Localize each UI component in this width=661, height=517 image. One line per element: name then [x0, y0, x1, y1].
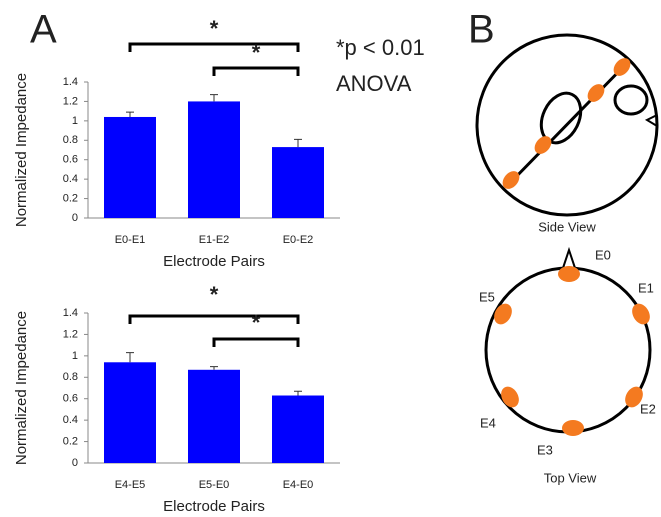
- error-bar: [126, 111, 134, 117]
- y-tick-label: 0: [72, 457, 78, 469]
- significance-star: *: [252, 40, 261, 65]
- electrode-label: E3: [537, 442, 553, 457]
- bar: [272, 395, 324, 463]
- y-tick-label: 0.2: [63, 435, 78, 447]
- bar: [104, 362, 156, 463]
- bar: [272, 147, 324, 218]
- caption: Top View: [544, 470, 597, 485]
- y-tick-label: 0: [72, 212, 78, 224]
- x-axis-label: Electrode Pairs: [163, 253, 265, 270]
- panel-label: B: [468, 8, 495, 52]
- y-axis-label: Normalized Impedance: [13, 311, 30, 465]
- y-tick-label: 0.4: [63, 414, 78, 426]
- x-tick-label: E1-E2: [199, 234, 230, 246]
- side-view: [475, 33, 659, 217]
- x-tick-label: E4-E0: [283, 479, 314, 491]
- significance-star: *: [210, 16, 219, 41]
- note: ANOVA: [336, 71, 412, 96]
- y-tick-label: 0.6: [63, 393, 78, 405]
- x-tick-label: E4-E5: [115, 479, 146, 491]
- bar: [188, 101, 240, 218]
- x-tick-label: E5-E0: [199, 479, 230, 491]
- y-tick-label: 1.2: [63, 328, 78, 340]
- y-tick-label: 0.8: [63, 371, 78, 383]
- y-tick-label: 1: [72, 350, 78, 362]
- note: *p < 0.01: [336, 35, 425, 60]
- error-bar: [294, 138, 302, 148]
- y-tick-label: 1.2: [63, 95, 78, 107]
- electrode-label: E2: [640, 401, 656, 416]
- x-tick-label: E0-E2: [283, 234, 314, 246]
- significance-bracket: [212, 337, 300, 347]
- caption: Side View: [538, 219, 596, 234]
- electrode-label: E4: [480, 415, 496, 430]
- x-tick-label: E0-E1: [115, 234, 146, 246]
- significance-star: *: [252, 310, 261, 335]
- significance-bracket: [212, 66, 300, 76]
- electrodes: [494, 266, 650, 436]
- electrodes: [502, 58, 631, 189]
- y-tick-label: 0.2: [63, 192, 78, 204]
- x-axis-label: Electrode Pairs: [163, 498, 265, 515]
- significance-star: *: [210, 282, 219, 307]
- y-tick-label: 1.4: [63, 76, 78, 88]
- electrode-labels: E0 E1 E2 E3 E4 E5: [479, 247, 656, 457]
- y-tick-label: 0.8: [63, 134, 78, 146]
- significance-bracket: [128, 314, 300, 324]
- bar: [104, 116, 156, 218]
- significance-bracket: [128, 42, 300, 52]
- bar: [188, 369, 240, 463]
- electrode-label: E1: [638, 280, 654, 295]
- error-bar: [210, 94, 218, 102]
- y-tick-label: 1.4: [63, 307, 78, 319]
- y-tick-label: 0.6: [63, 154, 78, 166]
- electrode-label: E5: [479, 289, 495, 304]
- y-tick-label: 0.4: [63, 173, 78, 185]
- error-bar: [294, 390, 302, 396]
- electrode-label: E0: [595, 247, 611, 262]
- error-bar: [210, 366, 218, 370]
- y-tick-label: 1: [72, 115, 78, 127]
- panel-label: A: [30, 8, 57, 52]
- error-bar: [126, 352, 134, 363]
- y-axis-label: Normalized Impedance: [13, 73, 30, 227]
